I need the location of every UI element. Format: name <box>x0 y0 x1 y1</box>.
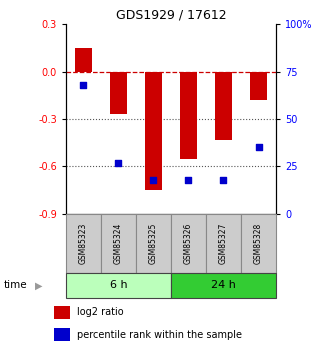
Point <box>221 177 226 183</box>
Text: GSM85328: GSM85328 <box>254 223 263 264</box>
Text: GSM85323: GSM85323 <box>79 223 88 264</box>
Bar <box>54 328 70 342</box>
Bar <box>66 214 101 273</box>
Bar <box>145 71 162 190</box>
Point <box>186 177 191 183</box>
Bar <box>171 214 206 273</box>
Title: GDS1929 / 17612: GDS1929 / 17612 <box>116 9 226 22</box>
Bar <box>136 214 171 273</box>
Bar <box>101 214 136 273</box>
Bar <box>206 214 241 273</box>
Text: percentile rank within the sample: percentile rank within the sample <box>77 330 242 340</box>
Text: time: time <box>3 280 27 290</box>
Text: 6 h: 6 h <box>109 280 127 290</box>
Text: 24 h: 24 h <box>211 280 236 290</box>
Bar <box>54 306 70 319</box>
Bar <box>250 71 267 100</box>
Bar <box>241 214 276 273</box>
Point <box>256 145 261 150</box>
Bar <box>66 273 171 298</box>
Text: log2 ratio: log2 ratio <box>77 307 124 317</box>
Text: ▶: ▶ <box>35 280 43 290</box>
Text: GSM85325: GSM85325 <box>149 223 158 264</box>
Point <box>151 177 156 183</box>
Bar <box>74 48 92 71</box>
Bar <box>171 273 276 298</box>
Text: GSM85326: GSM85326 <box>184 223 193 264</box>
Text: GSM85327: GSM85327 <box>219 223 228 264</box>
Bar <box>215 71 232 140</box>
Point <box>81 82 86 88</box>
Bar <box>180 71 197 159</box>
Bar <box>109 71 127 114</box>
Point <box>116 160 121 165</box>
Text: GSM85324: GSM85324 <box>114 223 123 264</box>
